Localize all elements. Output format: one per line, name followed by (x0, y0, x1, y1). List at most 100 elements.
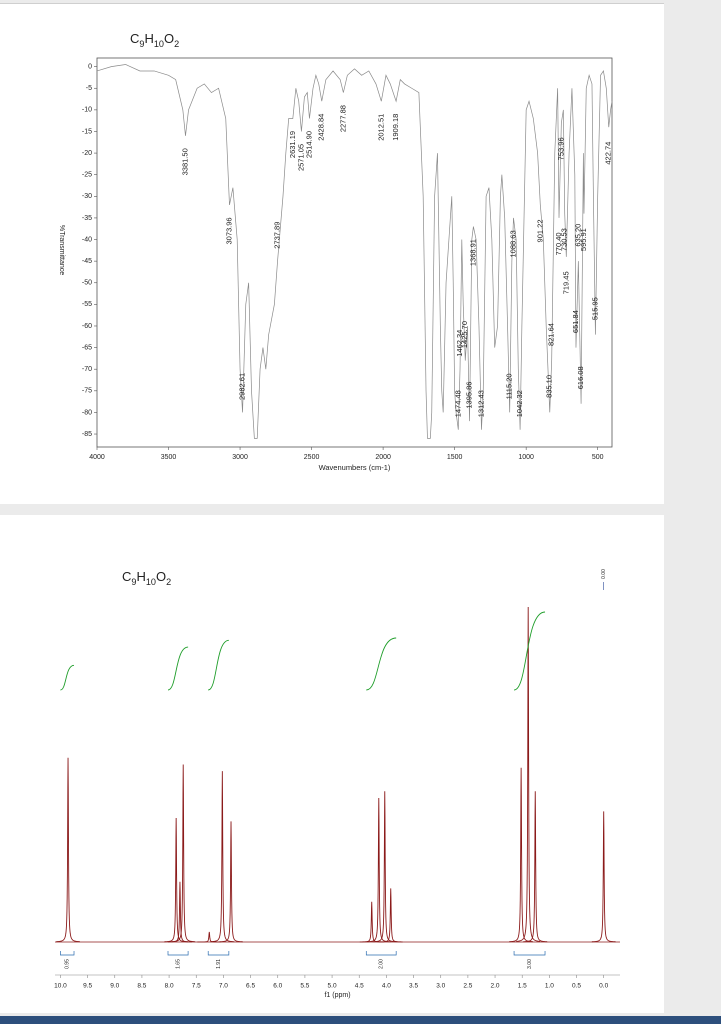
x-tick-label: 7.5 (192, 983, 201, 990)
peak-label: 901.22 (535, 219, 544, 242)
integral-bracket (60, 951, 75, 956)
nmr-peak (168, 881, 192, 943)
integral-bracket (167, 951, 189, 956)
peak-label: 821.64 (547, 323, 556, 346)
x-tick-label: 2500 (304, 454, 320, 461)
x-axis-title: f1 (ppm) (324, 992, 350, 999)
nmr-peak (197, 931, 222, 943)
x-tick-label: 5.5 (300, 983, 309, 990)
peak-label: 635.20 (573, 224, 582, 247)
peak-label: 595.91 (579, 228, 588, 251)
x-tick-label: 0.0 (599, 983, 608, 990)
peak-label: 1909.18 (391, 114, 400, 141)
chart-title: C9H10O2 (130, 31, 179, 49)
nmr-peak (210, 771, 235, 943)
y-axis-title: %Transmittance (58, 225, 65, 275)
peak-label: 2982.61 (238, 373, 247, 400)
x-tick-label: 2000 (375, 454, 391, 461)
x-tick-label: 7.0 (219, 983, 228, 990)
x-tick-label: 2.5 (463, 983, 472, 990)
y-tick-label: -30 (82, 193, 92, 200)
x-tick-label: 9.0 (110, 983, 119, 990)
nmr-panel (0, 515, 664, 1013)
peak-label: 2631.19 (288, 131, 297, 158)
peak-label: 753.96 (556, 137, 565, 160)
x-tick-label: 5.0 (328, 983, 337, 990)
y-tick-label: -85 (82, 431, 92, 438)
y-tick-label: -70 (82, 366, 92, 373)
y-tick-label: 0 (88, 63, 92, 70)
integral-label: 0.95 (65, 959, 71, 969)
integral-curve (513, 611, 546, 691)
x-tick-label: 1500 (447, 454, 463, 461)
x-axis-title: Wavenumbers (cm-1) (319, 463, 391, 472)
y-tick-label: -10 (82, 107, 92, 114)
peak-label: 2737.89 (273, 222, 282, 249)
integral-label: 1.91 (216, 959, 222, 969)
x-tick-label: 1.0 (545, 983, 554, 990)
y-tick-label: -35 (82, 215, 92, 222)
y-tick-label: -5 (86, 85, 92, 92)
x-tick-label: 0.5 (572, 983, 581, 990)
x-tick-label: 4.0 (382, 983, 391, 990)
x-tick-label: 3.0 (436, 983, 445, 990)
peak-label: 2428.84 (317, 114, 326, 141)
x-tick-label: 3500 (161, 454, 177, 461)
y-tick-label: -55 (82, 301, 92, 308)
peak-label: 651.84 (571, 310, 580, 333)
peak-label: 730.53 (560, 228, 569, 251)
x-tick-label: 1000 (518, 454, 534, 461)
integral-curve (366, 637, 397, 691)
integral-bracket (513, 951, 546, 956)
peak-label: 2012.51 (376, 114, 385, 141)
nmr-peak (219, 821, 243, 943)
integral-bracket (207, 951, 230, 956)
x-tick-label: 3.5 (409, 983, 418, 990)
peak-label: 719.45 (561, 271, 570, 294)
y-tick-label: -75 (82, 388, 92, 395)
x-tick-label: 8.0 (165, 983, 174, 990)
nmr-peak (366, 797, 391, 943)
peak-label: 1042.32 (515, 390, 524, 417)
nmr-peak (171, 764, 196, 943)
y-tick-label: -25 (82, 172, 92, 179)
x-tick-label: 1.5 (518, 983, 527, 990)
peak-label: 0.00 (601, 569, 607, 579)
peak-label: 1395.86 (465, 382, 474, 409)
peak-label: 1368.91 (468, 239, 477, 266)
peak-label: 1115.20 (505, 373, 514, 399)
y-tick-label: -80 (82, 409, 92, 416)
x-tick-label: 6.5 (246, 983, 255, 990)
integral-label: 1.65 (175, 959, 181, 969)
peak-label: 1425.70 (460, 321, 469, 348)
peak-label: 1312.43 (476, 390, 485, 417)
x-tick-label: 2.0 (491, 983, 500, 990)
y-tick-label: -45 (82, 258, 92, 265)
peak-label: 1462.34 (455, 330, 464, 357)
x-tick-label: 4.5 (355, 983, 364, 990)
peak-label: 515.95 (590, 297, 599, 320)
peak-label: 1474.48 (453, 390, 462, 417)
y-tick-label: -60 (82, 323, 92, 330)
peak-label: 770.40 (554, 232, 563, 255)
x-tick-label: 6.0 (273, 983, 282, 990)
peak-label: 835.10 (545, 375, 554, 398)
y-tick-label: -40 (82, 236, 92, 243)
peak-label: 2514.90 (304, 131, 313, 158)
peak-label: 2277.88 (338, 105, 347, 132)
peak-label: 3381.50 (180, 148, 189, 175)
peak-label: 3073.96 (224, 217, 233, 244)
x-tick-label: 4000 (89, 454, 105, 461)
integral-curve (207, 639, 229, 691)
taskbar-strip (0, 1016, 721, 1024)
plot-frame (96, 57, 613, 448)
spectrum-line (96, 64, 613, 439)
nmr-peak (591, 811, 616, 943)
peak-label: 2571.05 (296, 144, 305, 171)
y-tick-label: -65 (82, 344, 92, 351)
y-tick-label: -15 (82, 128, 92, 135)
x-tick-label: 3000 (232, 454, 248, 461)
integral-bracket (365, 951, 397, 956)
